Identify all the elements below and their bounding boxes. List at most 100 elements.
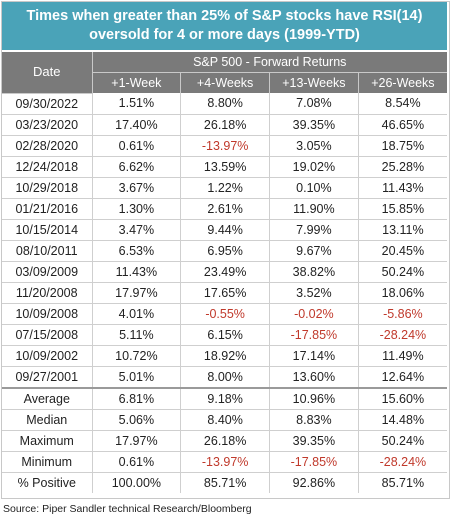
date-cell: 02/28/2020 <box>2 135 92 157</box>
table-row: 08/10/2011 6.53% 6.95% 9.67% 20.45% <box>2 240 447 262</box>
table-row: 03/09/2009 11.43% 23.49% 38.82% 50.24% <box>2 261 447 283</box>
value-cell: 26.18% <box>180 114 270 136</box>
date-cell: 09/30/2022 <box>2 93 92 115</box>
column-header-13-weeks: +13-Weeks <box>269 72 359 93</box>
value-cell: 11.43% <box>357 177 447 199</box>
value-cell: 3.67% <box>91 177 181 199</box>
column-header-26-weeks: +26-Weeks <box>357 72 447 93</box>
value-cell: -5.86% <box>357 303 447 325</box>
date-cell: 10/09/2008 <box>2 303 92 325</box>
value-cell: 15.60% <box>357 386 447 410</box>
table-row: 03/23/2020 17.40% 26.18% 39.35% 46.65% <box>2 114 447 136</box>
value-cell: 17.97% <box>91 282 181 304</box>
value-cell: -0.55% <box>180 303 270 325</box>
value-cell: 15.85% <box>357 198 447 220</box>
value-cell: 5.06% <box>91 409 181 431</box>
value-cell: 6.53% <box>91 240 181 262</box>
value-cell: 39.35% <box>269 114 359 136</box>
table-row: 09/27/2001 5.01% 8.00% 13.60% 12.64% <box>2 366 447 388</box>
value-cell: 8.54% <box>357 93 447 115</box>
source-note: Source: Piper Sandler technical Research… <box>3 503 252 515</box>
value-cell: 3.47% <box>91 219 181 241</box>
value-cell: 17.97% <box>91 430 181 452</box>
value-cell: 11.43% <box>91 261 181 283</box>
value-cell: 50.24% <box>357 430 447 452</box>
column-header-1-week: +1-Week <box>91 72 181 93</box>
value-cell: 3.52% <box>269 282 359 304</box>
value-cell: 85.71% <box>357 472 447 493</box>
value-cell: 13.59% <box>180 156 270 178</box>
value-cell: 14.48% <box>357 409 447 431</box>
value-cell: 13.11% <box>357 219 447 241</box>
title-line-1: Times when greater than 25% of S&P stock… <box>26 8 423 24</box>
column-header-4-weeks: +4-Weeks <box>180 72 270 93</box>
table-row: 07/15/2008 5.11% 6.15% -17.85% -28.24% <box>2 324 447 346</box>
value-cell: 6.95% <box>180 240 270 262</box>
value-cell: 46.65% <box>357 114 447 136</box>
returns-table: Date S&P 500 - Forward Returns +1-Week +… <box>2 52 447 493</box>
date-cell: 10/15/2014 <box>2 219 92 241</box>
value-cell: 18.92% <box>180 345 270 367</box>
date-cell: 08/10/2011 <box>2 240 92 262</box>
stat-label-cell: Minimum <box>2 451 92 473</box>
value-cell: 17.65% <box>180 282 270 304</box>
value-cell: 0.61% <box>91 451 181 473</box>
value-cell: 8.83% <box>269 409 359 431</box>
date-cell: 07/15/2008 <box>2 324 92 346</box>
stat-label-cell: % Positive <box>17 475 76 490</box>
value-cell: 6.81% <box>91 386 181 410</box>
value-cell: 39.35% <box>269 430 359 452</box>
date-cell: 11/20/2008 <box>2 282 92 304</box>
stat-label-cell: Maximum <box>2 430 92 452</box>
table-body: 09/30/2022 1.51% 8.80% 7.08% 8.54% 03/23/2020… <box>2 93 447 493</box>
date-cell: 01/21/2016 <box>2 198 92 220</box>
value-cell: -0.02% <box>269 303 359 325</box>
value-cell: 23.49% <box>180 261 270 283</box>
chart-title: Times when greater than 25% of S&P stock… <box>2 2 447 50</box>
date-cell: 10/29/2018 <box>2 177 92 199</box>
value-cell: 11.90% <box>269 198 359 220</box>
value-cell: -17.85% <box>269 324 359 346</box>
value-cell: 19.02% <box>269 156 359 178</box>
value-cell: 20.45% <box>357 240 447 262</box>
value-cell: 100.00% <box>91 472 181 493</box>
date-cell: 10/09/2002 <box>2 345 92 367</box>
value-cell: 9.44% <box>180 219 270 241</box>
value-cell: 18.06% <box>357 282 447 304</box>
table-row: 10/29/2018 3.67% 1.22% 0.10% 11.43% <box>2 177 447 199</box>
stats-row: Average 6.81% 9.18% 10.96% 15.60% <box>2 386 447 410</box>
value-cell: 1.30% <box>91 198 181 220</box>
value-cell: 0.10% <box>269 177 359 199</box>
value-cell: 0.61% <box>91 135 181 157</box>
stats-row: Maximum 17.97% 26.18% 39.35% 50.24% <box>2 430 447 452</box>
value-cell: -28.24% <box>357 324 447 346</box>
stats-row: Median 5.06% 8.40% 8.83% 14.48% <box>2 409 447 431</box>
value-cell: 7.08% <box>269 93 359 115</box>
table-row: 10/09/2002 10.72% 18.92% 17.14% 11.49% <box>2 345 447 367</box>
value-cell: 2.61% <box>180 198 270 220</box>
date-cell: 12/24/2018 <box>2 156 92 178</box>
stat-label-cell: Median <box>2 409 92 431</box>
value-cell: -28.24% <box>357 451 447 473</box>
value-cell: 12.64% <box>357 366 447 388</box>
table-row: 09/30/2022 1.51% 8.80% 7.08% 8.54% <box>2 93 447 115</box>
table-row: 10/15/2014 3.47% 9.44% 7.99% 13.11% <box>2 219 447 241</box>
table-row: 02/28/2020 0.61% -13.97% 3.05% 18.75% <box>2 135 447 157</box>
table-row: 10/09/2008 4.01% -0.55% -0.02% -5.86% <box>2 303 447 325</box>
value-cell: 25.28% <box>357 156 447 178</box>
value-cell: 4.01% <box>91 303 181 325</box>
stats-row: % Positive 100.00% 85.71% 92.86% 85.71% <box>2 472 447 493</box>
stats-row: Minimum 0.61% -13.97% -17.85% -28.24% <box>2 451 447 473</box>
value-cell: 7.99% <box>269 219 359 241</box>
value-cell: -13.97% <box>180 451 270 473</box>
value-cell: 92.86% <box>269 472 359 493</box>
value-cell: 9.18% <box>180 386 270 410</box>
value-cell: 13.60% <box>269 366 359 388</box>
date-cell: 09/27/2001 <box>2 366 92 388</box>
value-cell: 5.01% <box>91 366 181 388</box>
value-cell: 17.14% <box>269 345 359 367</box>
forward-returns-group-header: S&P 500 - Forward Returns <box>92 52 447 73</box>
value-cell: 26.18% <box>180 430 270 452</box>
value-cell: -13.97% <box>180 135 270 157</box>
value-cell: 1.22% <box>180 177 270 199</box>
